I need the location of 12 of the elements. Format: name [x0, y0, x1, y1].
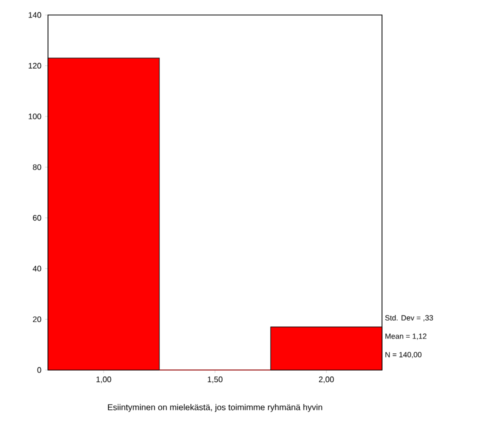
y-tick-label: 120 [28, 62, 42, 69]
y-tick-label: 80 [32, 164, 42, 170]
x-tick-label: 1,50 [208, 376, 222, 384]
x-tick-label: 2,00 [318, 376, 334, 384]
y-tick-label: 60 [32, 215, 42, 221]
y-tick-label: 100 [28, 114, 42, 120]
y-tick-label: 20 [32, 316, 42, 322]
x-tick-label: 1,00 [96, 376, 112, 384]
y-tick-label: 0 [37, 367, 42, 373]
y-tick-label: 140 [28, 12, 42, 18]
y-tick-label: 40 [32, 266, 42, 272]
x-axis-title: Esiintyminen on mielekästä, jos toimimme ryhmänä hyvin [108, 404, 322, 412]
